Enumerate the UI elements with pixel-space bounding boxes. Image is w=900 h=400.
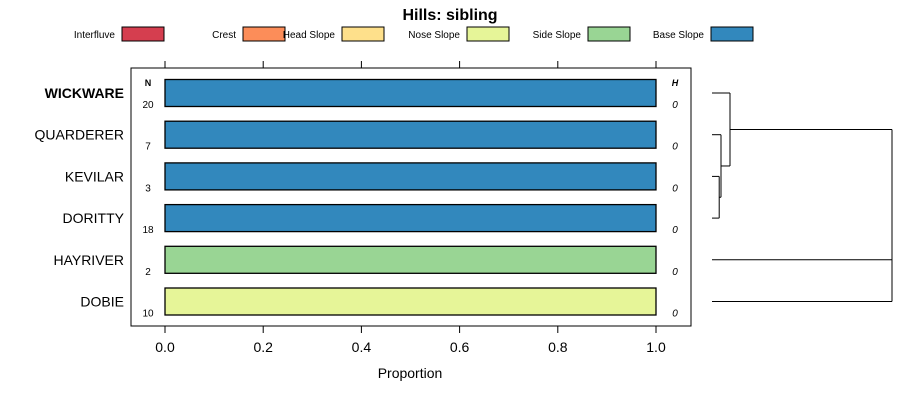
x-tick-label: 0.2 [253,339,273,355]
legend-swatch-head-slope [341,26,385,42]
legend-swatch-interfluve [121,26,165,42]
h-value-quarderer: 0 [672,142,678,153]
category-label-doritty: DORITTY [63,210,125,226]
chart-title: Hills: sibling [402,7,497,24]
n-header: N [145,78,152,88]
legend-label-crest: Crest [212,30,236,41]
legend-label-nose-slope: Nose Slope [408,30,460,41]
bar-doritty [164,203,657,233]
h-value-doritty: 0 [672,225,678,236]
x-axis: 0.0 0.2 0.4 0.6 0.8 1.0 [155,61,666,355]
legend-label-head-slope: Head Slope [283,30,336,41]
h-value-hayriver: 0 [672,267,678,278]
h-value-dobie: 0 [672,309,678,320]
legend-label-base-slope: Base Slope [653,30,705,41]
legend-label-side-slope: Side Slope [533,30,582,41]
bar-dobie [164,287,657,316]
x-tick-label: 1.0 [646,339,666,355]
x-axis-title: Proportion [378,365,443,381]
legend-swatch-crest [242,26,286,42]
bar-wickware [164,78,657,108]
x-tick-label: 0.8 [548,339,568,355]
bar-kevilar [164,162,657,191]
legend-swatch-nose-slope [466,26,510,42]
h-header: H [672,78,679,88]
x-tick-label: 0.6 [450,339,470,355]
n-value-wickware: 20 [142,100,154,111]
legend: Interfluve Crest Head Slope Nose Slope Side … [74,26,754,42]
x-tick-label: 0.4 [352,339,372,355]
n-value-doritty: 18 [142,225,154,236]
bar-hayriver [164,245,657,274]
plot-frame [130,67,692,327]
category-label-quarderer: QUARDERER [35,127,124,143]
n-value-quarderer: 7 [145,142,151,153]
category-label-wickware: WICKWARE [45,85,124,101]
h-value-wickware: 0 [672,100,678,111]
bar-quarderer [164,120,657,149]
n-value-dobie: 10 [142,309,154,320]
legend-swatch-side-slope [587,26,631,42]
category-label-hayriver: HAYRIVER [53,252,124,268]
n-value-kevilar: 3 [145,183,151,194]
n-value-hayriver: 2 [145,267,151,278]
dendrogram [712,92,893,302]
legend-swatch-base-slope [710,26,754,42]
legend-label-interfluve: Interfluve [74,30,116,41]
x-tick-label: 0.0 [155,339,175,355]
h-value-kevilar: 0 [672,183,678,194]
category-label-dobie: DOBIE [80,294,124,310]
category-label-kevilar: KEVILAR [65,168,124,184]
